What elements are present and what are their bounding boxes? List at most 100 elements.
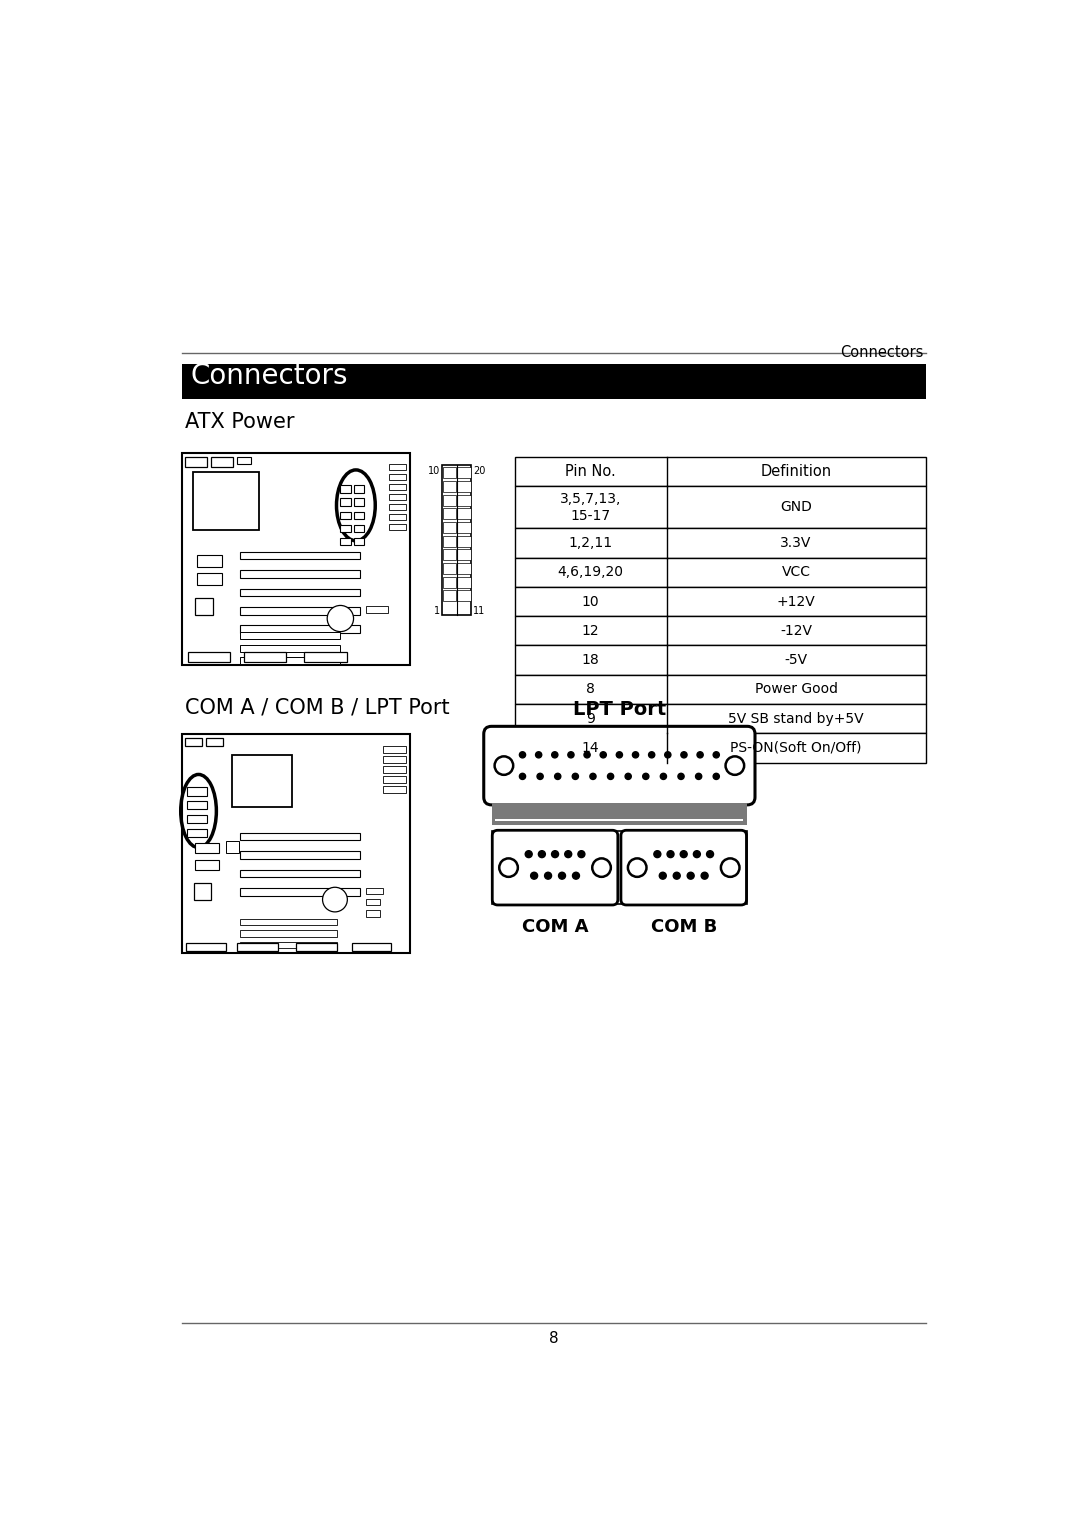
Text: COM B: COM B (650, 917, 717, 936)
Bar (194, 882, 211, 899)
Bar (383, 746, 406, 752)
Bar (240, 657, 340, 664)
Text: 3,5,7,13,
15-17: 3,5,7,13, 15-17 (561, 492, 621, 523)
Circle shape (565, 850, 571, 858)
Bar (186, 457, 207, 466)
Circle shape (687, 872, 694, 879)
Circle shape (519, 752, 526, 758)
Bar (443, 590, 456, 601)
Bar (458, 468, 471, 479)
Bar (240, 633, 340, 639)
FancyBboxPatch shape (492, 830, 618, 905)
Text: Definition: Definition (760, 463, 832, 479)
Circle shape (680, 752, 687, 758)
Bar (443, 521, 456, 534)
Bar (389, 474, 406, 480)
Circle shape (693, 850, 700, 858)
Bar (187, 801, 207, 809)
Bar (340, 524, 351, 532)
Text: 4,6,19,20: 4,6,19,20 (557, 566, 624, 579)
Circle shape (558, 872, 566, 879)
Bar (240, 570, 360, 578)
Bar (458, 563, 471, 573)
Bar (515, 529, 926, 558)
Text: 10: 10 (428, 466, 441, 476)
Circle shape (643, 774, 649, 780)
Circle shape (660, 774, 666, 780)
Bar (181, 453, 410, 665)
Circle shape (592, 858, 611, 876)
Bar (340, 538, 351, 546)
Bar (238, 457, 252, 463)
Circle shape (572, 774, 579, 780)
Text: GND: GND (780, 500, 812, 514)
Bar (186, 739, 202, 746)
Bar (303, 653, 347, 662)
Circle shape (555, 774, 561, 780)
Bar (181, 364, 926, 399)
Bar (458, 521, 471, 534)
Bar (238, 943, 278, 951)
Circle shape (625, 774, 632, 780)
Bar (458, 482, 471, 492)
Bar (197, 573, 221, 586)
Bar (366, 899, 380, 905)
Bar (353, 538, 364, 546)
Bar (240, 919, 337, 925)
Bar (240, 833, 360, 841)
Text: +12V: +12V (777, 595, 815, 609)
Bar (443, 482, 456, 492)
Bar (195, 859, 218, 870)
Circle shape (659, 872, 666, 879)
Text: PS-ON(Soft On/Off): PS-ON(Soft On/Off) (730, 742, 862, 755)
Bar (389, 463, 406, 469)
Circle shape (680, 850, 687, 858)
Bar (515, 703, 926, 734)
Circle shape (653, 850, 661, 858)
Text: 8: 8 (549, 1330, 558, 1346)
Bar (366, 605, 388, 613)
Text: -12V: -12V (780, 624, 812, 638)
Circle shape (600, 752, 606, 758)
Text: 20: 20 (473, 466, 485, 476)
Bar (340, 485, 351, 492)
Bar (240, 888, 360, 896)
Bar (389, 514, 406, 520)
Bar (389, 524, 406, 531)
Bar (240, 589, 360, 596)
Circle shape (697, 752, 703, 758)
Bar (491, 832, 747, 904)
Bar (515, 587, 926, 616)
Bar (443, 468, 456, 479)
Circle shape (323, 887, 348, 911)
Bar (340, 512, 351, 520)
Bar (240, 852, 360, 859)
Bar (243, 653, 286, 662)
Bar (240, 942, 337, 948)
Bar (186, 943, 227, 951)
Bar (353, 485, 364, 492)
Text: Connectors: Connectors (840, 346, 924, 361)
Bar (193, 472, 259, 531)
Text: Connectors: Connectors (191, 362, 348, 390)
Circle shape (713, 752, 719, 758)
Bar (383, 786, 406, 792)
Bar (496, 818, 743, 821)
Bar (443, 508, 456, 520)
Bar (240, 930, 337, 937)
Circle shape (627, 858, 647, 876)
Circle shape (327, 605, 353, 631)
Bar (187, 787, 207, 795)
Circle shape (706, 850, 714, 858)
Bar (181, 734, 410, 954)
Bar (389, 503, 406, 511)
Bar (515, 457, 926, 486)
Bar (240, 625, 360, 633)
Bar (366, 910, 380, 916)
Circle shape (713, 774, 719, 780)
Circle shape (552, 752, 558, 758)
Circle shape (519, 774, 526, 780)
Circle shape (544, 872, 552, 879)
Bar (458, 576, 471, 587)
Bar (340, 498, 351, 506)
